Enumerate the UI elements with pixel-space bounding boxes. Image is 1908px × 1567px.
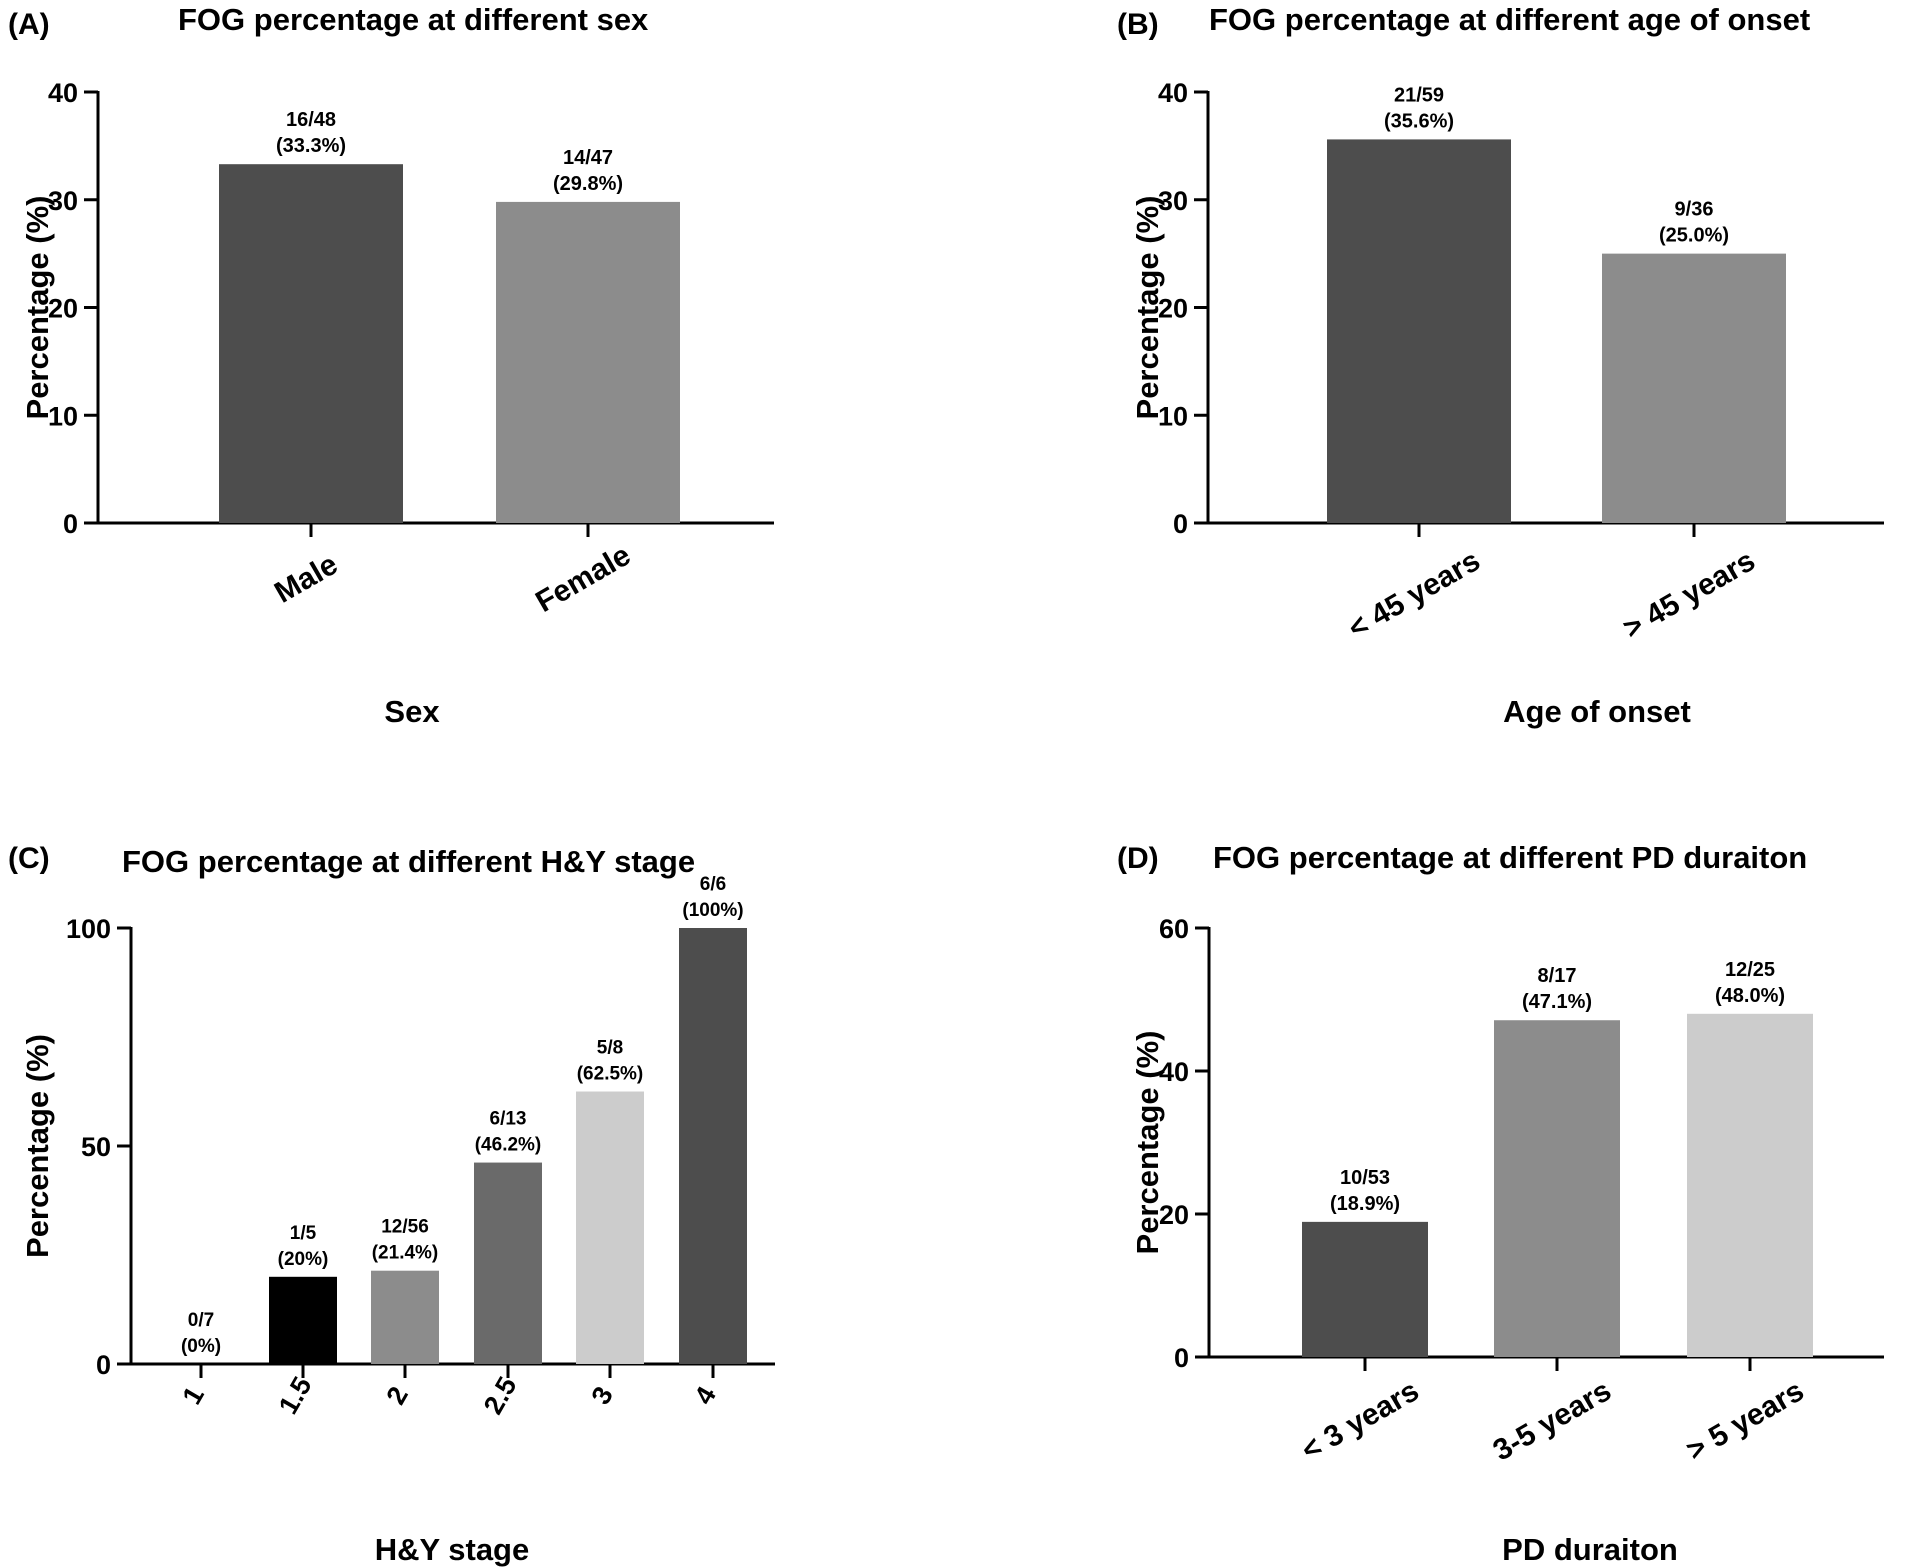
bar [1494, 1020, 1620, 1357]
bar [1602, 253, 1786, 523]
y-axis-title: Percentage (%) [1130, 196, 1165, 420]
data-label-count: 6/6 [700, 874, 726, 895]
y-tick-label: 50 [81, 1132, 111, 1162]
bar [496, 201, 680, 523]
bar [1687, 1013, 1813, 1357]
x-axis-title: Sex [384, 694, 440, 729]
x-tick-label: 3 [585, 1381, 618, 1409]
x-tick-label: > 5 years [1681, 1374, 1809, 1467]
x-tick-label: 1 [176, 1381, 209, 1409]
y-axis-title: Percentage (%) [20, 1034, 55, 1258]
bar [269, 1276, 337, 1364]
data-label-percent: (29.8%) [553, 173, 623, 195]
panel-label: (C) [8, 842, 50, 875]
chart-panel-4: (D) FOG percentage at different PD durait… [1117, 840, 1884, 1567]
y-tick-label: 10 [48, 401, 78, 431]
y-axis-title: Percentage (%) [20, 196, 55, 420]
bar [576, 1091, 644, 1364]
x-tick-label: 2.5 [478, 1372, 523, 1420]
bar [1327, 139, 1511, 523]
data-label-percent: (25.0%) [1659, 225, 1729, 247]
data-label-count: 6/13 [490, 1109, 527, 1130]
y-tick-label: 0 [1174, 1343, 1189, 1373]
x-tick-label: 4 [688, 1381, 721, 1409]
x-axis-title: PD duraiton [1502, 1532, 1678, 1567]
panel-label: (A) [8, 8, 50, 41]
panel-label: (B) [1117, 8, 1159, 41]
data-label-percent: (21.4%) [372, 1243, 439, 1264]
y-tick-label: 40 [1158, 78, 1188, 108]
panel-label: (D) [1117, 842, 1159, 875]
data-label-percent: (33.3%) [276, 135, 346, 157]
bar [679, 928, 747, 1364]
chart-title: FOG percentage at different sex [178, 2, 649, 37]
data-label-percent: (20%) [278, 1249, 329, 1270]
x-axis-title: Age of onset [1503, 694, 1691, 729]
y-axis-title: Percentage (%) [1130, 1031, 1165, 1255]
data-label-count: 16/48 [286, 109, 336, 131]
chart-panel-3: (C) FOG percentage at different H&Y stage… [8, 842, 775, 1567]
data-label-count: 0/7 [188, 1310, 214, 1331]
data-label-percent: (62.5%) [577, 1064, 644, 1085]
data-label-percent: (35.6%) [1384, 110, 1454, 132]
y-tick-label: 60 [1159, 914, 1189, 944]
x-tick-label: Male [269, 548, 343, 610]
bar [474, 1162, 542, 1364]
data-label-percent: (0%) [181, 1336, 221, 1357]
bar [371, 1270, 439, 1364]
y-tick-label: 20 [1159, 1200, 1189, 1230]
chart-title: FOG percentage at different H&Y stage [122, 844, 695, 879]
x-tick-label: > 45 years [1618, 544, 1761, 646]
data-label-count: 8/17 [1538, 965, 1577, 987]
chart-panel-1: (A) FOG percentage at different sex 0 10 20 3… [8, 2, 774, 729]
chart-title: FOG percentage at different PD duraiton [1213, 840, 1807, 875]
y-tick-label: 0 [63, 509, 78, 539]
x-tick-label: 1.5 [273, 1372, 318, 1420]
y-tick-label: 100 [66, 914, 111, 944]
bar [219, 164, 403, 523]
y-tick-label: 20 [48, 294, 78, 324]
y-tick-label: 40 [48, 78, 78, 108]
chart-panel-2: (B) FOG percentage at different age of on… [1117, 2, 1884, 729]
y-tick-label: 40 [1159, 1057, 1189, 1087]
x-axis-title: H&Y stage [375, 1532, 530, 1567]
y-tick-label: 20 [1158, 294, 1188, 324]
x-tick-label: 2 [380, 1381, 413, 1409]
data-label-percent: (47.1%) [1522, 991, 1592, 1013]
y-tick-label: 0 [1173, 509, 1188, 539]
data-label-count: 14/47 [563, 147, 613, 169]
x-tick-label: < 45 years [1343, 544, 1486, 646]
chart-title: FOG percentage at different age of onset [1209, 2, 1810, 37]
data-label-count: 12/25 [1725, 959, 1775, 981]
data-label-percent: (48.0%) [1715, 985, 1785, 1007]
data-label-count: 9/36 [1675, 199, 1714, 221]
y-tick-label: 10 [1158, 401, 1188, 431]
y-tick-label: 30 [48, 186, 78, 216]
data-label-percent: (46.2%) [475, 1135, 542, 1156]
x-tick-label: < 3 years [1296, 1374, 1424, 1467]
x-tick-label: Female [530, 539, 636, 619]
data-label-percent: (100%) [682, 900, 743, 921]
x-tick-label: 3-5 years [1488, 1374, 1617, 1468]
y-tick-label: 30 [1158, 186, 1188, 216]
data-label-count: 12/56 [381, 1217, 429, 1238]
data-label-count: 5/8 [597, 1038, 623, 1059]
bar [1302, 1221, 1428, 1357]
data-label-count: 1/5 [290, 1223, 317, 1244]
data-label-count: 21/59 [1394, 84, 1444, 106]
y-tick-label: 0 [96, 1350, 111, 1380]
data-label-count: 10/53 [1340, 1167, 1390, 1189]
data-label-percent: (18.9%) [1330, 1193, 1400, 1215]
